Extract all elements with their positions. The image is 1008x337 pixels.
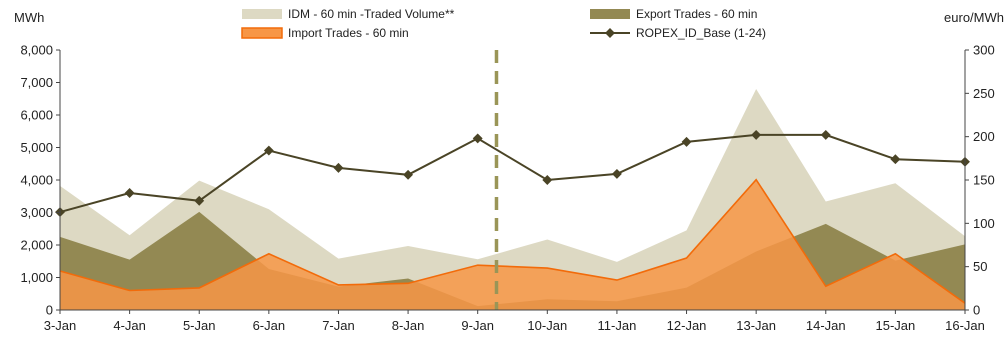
- marker-ropex-id-base-1-24-2: [194, 195, 205, 206]
- line-series-ropex-id-base-1-24: [59, 133, 966, 214]
- legend-item-export: Export Trades - 60 min: [590, 7, 757, 21]
- x-tick-label: 6-Jan: [253, 318, 286, 333]
- legend-label-idm: IDM - 60 min -Traded Volume**: [288, 7, 455, 21]
- y-right-tick-label: 250: [973, 86, 995, 101]
- line-layer: [55, 129, 970, 218]
- y-right-ticks: 0 50 100 150 200 250 300: [965, 43, 995, 318]
- legend-swatch-export: [590, 9, 630, 19]
- x-ticks: 3-Jan 4-Jan 5-Jan 6-Jan 7-Jan 8-Jan 9-Jan 10-Ja…: [44, 310, 985, 333]
- marker-ropex-id-base-1-24-4: [333, 162, 344, 173]
- x-tick-label: 7-Jan: [322, 318, 355, 333]
- marker-ropex-id-base-1-24-6: [472, 133, 483, 144]
- y-left-tick-label: 4,000: [20, 173, 53, 188]
- legend-item-ropex: ROPEX_ID_Base (1-24): [590, 26, 766, 40]
- x-tick-label: 4-Jan: [113, 318, 146, 333]
- x-tick-label: 9-Jan: [461, 318, 494, 333]
- legend-swatch-import: [241, 27, 283, 39]
- legend-item-idm: IDM - 60 min -Traded Volume**: [242, 7, 455, 21]
- x-tick-label: 11-Jan: [598, 318, 637, 333]
- y-left-tick-label: 3,000: [20, 205, 53, 220]
- marker-ropex-id-base-1-24-3: [263, 145, 274, 156]
- legend: IDM - 60 min -Traded Volume** Import Tra…: [241, 7, 766, 40]
- legend-swatch-ropex-marker: [605, 28, 615, 38]
- y-left-tick-label: 5,000: [20, 140, 53, 155]
- y-right-tick-label: 0: [973, 303, 980, 318]
- marker-ropex-id-base-1-24-10: [751, 129, 762, 140]
- y-right-tick-label: 150: [973, 173, 995, 188]
- marker-ropex-id-base-1-24-8: [611, 168, 622, 179]
- legend-label-import: Import Trades - 60 min: [288, 26, 409, 40]
- x-tick-label: 16-Jan: [945, 318, 985, 333]
- marker-ropex-id-base-1-24-7: [542, 175, 553, 185]
- legend-label-ropex: ROPEX_ID_Base (1-24): [636, 26, 766, 40]
- y-left-tick-label: 2,000: [20, 238, 53, 253]
- x-tick-label: 8-Jan: [392, 318, 425, 333]
- y-right-tick-label: 100: [973, 216, 995, 231]
- y-left-tick-label: 8,000: [20, 43, 53, 58]
- area-outline-import-trades-60-min: [59, 178, 966, 304]
- marker-ropex-id-base-1-24-5: [403, 169, 414, 180]
- y-left-ticks: 0 1,000 2,000 3,000 4,000 5,000 6,000 7,000 8,00…: [20, 43, 60, 318]
- plot-areas: [59, 89, 966, 310]
- area-series-import-trades-60-min: [60, 179, 965, 310]
- marker-ropex-id-base-1-24-9: [681, 136, 692, 147]
- legend-label-export: Export Trades - 60 min: [636, 7, 757, 21]
- x-tick-label: 12-Jan: [667, 318, 707, 333]
- marker-ropex-id-base-1-24-1: [124, 188, 135, 198]
- y-left-tick-label: 7,000: [20, 75, 53, 90]
- x-tick-label: 14-Jan: [806, 318, 846, 333]
- x-tick-label: 13-Jan: [736, 318, 776, 333]
- y-left-tick-label: 1,000: [20, 270, 53, 285]
- y-left-unit-label: MWh: [14, 10, 44, 25]
- marker-ropex-id-base-1-24-12: [890, 154, 901, 165]
- y-right-unit-label: euro/MWh: [944, 10, 1004, 25]
- x-tick-label: 5-Jan: [183, 318, 216, 333]
- legend-item-import: Import Trades - 60 min: [241, 26, 409, 40]
- y-left-tick-label: 6,000: [20, 108, 53, 123]
- y-right-tick-label: 300: [973, 43, 995, 58]
- x-tick-label: 3-Jan: [44, 318, 77, 333]
- x-tick-label: 10-Jan: [527, 318, 567, 333]
- y-right-tick-label: 50: [973, 259, 987, 274]
- legend-swatch-idm: [242, 9, 282, 19]
- marker-ropex-id-base-1-24-11: [820, 129, 831, 140]
- x-tick-label: 15-Jan: [876, 318, 916, 333]
- y-left-tick-label: 0: [46, 303, 53, 318]
- y-right-tick-label: 200: [973, 129, 995, 144]
